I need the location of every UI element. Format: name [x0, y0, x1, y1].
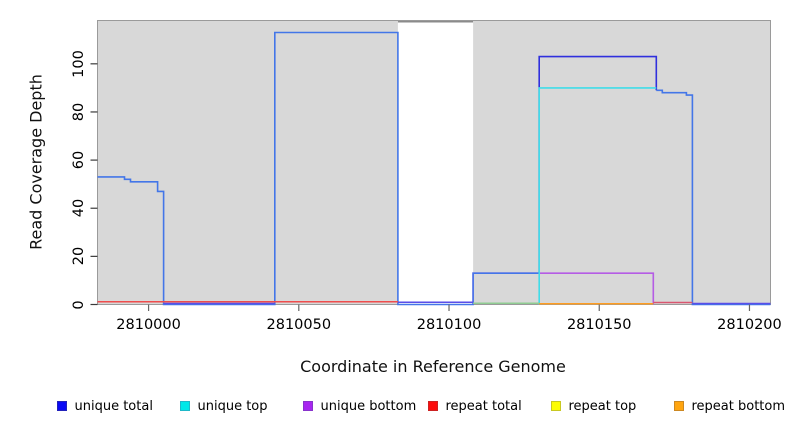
legend-item: unique total: [57, 398, 153, 414]
y-tick-label: 40: [71, 198, 87, 218]
legend-swatch-icon: [180, 401, 190, 411]
x-tick-label: 2810150: [566, 317, 632, 333]
x-tick-label: 2810200: [717, 317, 782, 333]
legend-swatch-icon: [57, 401, 67, 411]
legend-item: unique bottom: [303, 398, 417, 414]
series-unique-total: [656, 89, 771, 306]
coverage-region-shading: [473, 20, 771, 305]
y-axis-title: Read Coverage Depth: [26, 74, 46, 250]
x-tick-label: 2810050: [266, 317, 332, 333]
legend-label: unique total: [74, 398, 153, 414]
x-tick-label: 2810100: [416, 317, 482, 333]
legend-item: repeat bottom: [674, 398, 786, 414]
legend-label: unique bottom: [320, 398, 417, 414]
gap-region: [397, 21, 474, 305]
x-tick-label: 2810000: [116, 317, 181, 333]
y-tick-label: 0: [71, 299, 87, 310]
legend-item: repeat total: [428, 398, 522, 414]
legend-item: repeat top: [551, 398, 637, 414]
legend-swatch-icon: [428, 401, 438, 411]
y-tick-label: 20: [71, 247, 87, 266]
legend-swatch-icon: [303, 401, 313, 411]
y-tick-label: 100: [71, 49, 87, 78]
legend-label: unique top: [197, 398, 268, 414]
y-tick-label: 80: [71, 102, 87, 122]
series-unique-total: [97, 31, 540, 306]
legend-label: repeat top: [568, 398, 637, 414]
legend-swatch-icon: [551, 401, 561, 411]
series-unique-top: [538, 87, 657, 305]
y-tick-label: 60: [71, 150, 87, 170]
legend-label: repeat total: [445, 398, 522, 414]
legend-label: repeat bottom: [691, 398, 786, 414]
coverage-region-shading: [97, 20, 398, 305]
x-axis-title: Coordinate in Reference Genome: [300, 357, 566, 376]
legend-item: unique top: [180, 398, 268, 414]
legend-swatch-icon: [674, 401, 684, 411]
